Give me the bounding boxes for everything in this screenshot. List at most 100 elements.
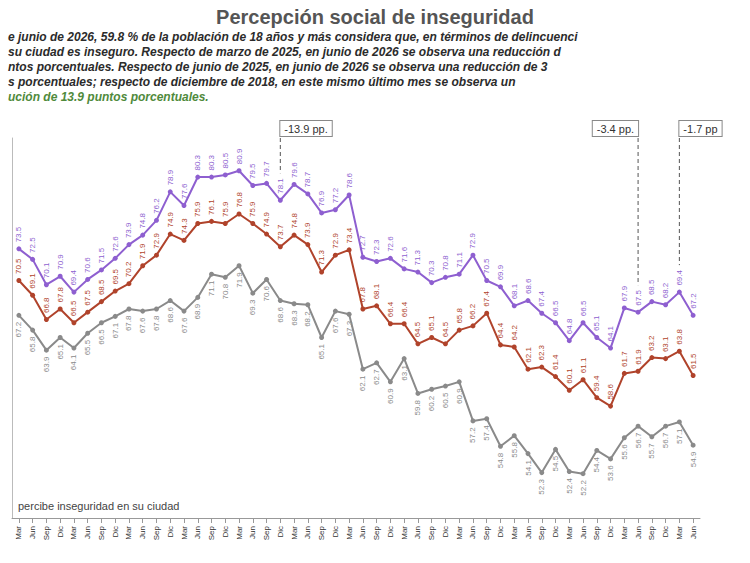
svg-text:Mar: Mar [290, 526, 299, 540]
svg-text:70.8: 70.8 [441, 255, 450, 271]
svg-text:69.9: 69.9 [496, 264, 505, 280]
svg-text:67.4: 67.4 [537, 291, 546, 307]
svg-text:59.4: 59.4 [592, 375, 601, 391]
svg-text:74.3: 74.3 [180, 218, 189, 234]
svg-text:63.9: 63.9 [42, 356, 51, 372]
svg-text:Dic: Dic [331, 526, 340, 538]
svg-text:67.2: 67.2 [689, 293, 698, 309]
svg-text:74.9: 74.9 [166, 211, 175, 227]
svg-text:Jun: Jun [413, 526, 422, 539]
svg-text:61.9: 61.9 [634, 349, 643, 365]
svg-text:66.4: 66.4 [400, 301, 409, 317]
svg-text:68.6: 68.6 [524, 278, 533, 294]
svg-text:67.6: 67.6 [331, 317, 340, 333]
svg-text:Dic: Dic [551, 526, 560, 538]
svg-text:Sep: Sep [592, 525, 601, 540]
svg-text:61.7: 61.7 [620, 351, 629, 367]
svg-text:76.9: 76.9 [317, 190, 326, 206]
svg-text:60.9: 60.9 [386, 388, 395, 404]
svg-text:Sep: Sep [42, 525, 51, 540]
svg-text:Dic: Dic [661, 526, 670, 538]
svg-text:80.3: 80.3 [193, 154, 202, 170]
svg-text:72.6: 72.6 [386, 236, 395, 252]
svg-text:70.1: 70.1 [42, 262, 51, 278]
svg-text:Dic: Dic [56, 526, 65, 538]
svg-text:Dic: Dic [111, 526, 120, 538]
svg-text:67.6: 67.6 [138, 317, 147, 333]
svg-text:78.7: 78.7 [303, 171, 312, 187]
svg-text:63.1: 63.1 [661, 336, 670, 352]
svg-text:69.4: 69.4 [675, 269, 684, 285]
svg-text:70.2: 70.2 [124, 261, 133, 277]
svg-text:Mar: Mar [345, 526, 354, 540]
svg-text:76.2: 76.2 [152, 198, 161, 214]
svg-text:71.9: 71.9 [138, 243, 147, 259]
svg-text:72.7: 72.7 [358, 235, 367, 251]
svg-text:64.8: 64.8 [565, 318, 574, 334]
svg-text:67.5: 67.5 [634, 290, 643, 306]
svg-text:60.9: 60.9 [455, 388, 464, 404]
svg-text:68.9: 68.9 [193, 303, 202, 319]
svg-text:67.2: 67.2 [14, 321, 23, 337]
svg-text:65.1: 65.1 [427, 315, 436, 331]
svg-text:73.9: 73.9 [124, 222, 133, 238]
svg-text:70.5: 70.5 [14, 258, 23, 274]
svg-text:68.1: 68.1 [372, 283, 381, 299]
svg-text:52.2: 52.2 [579, 480, 588, 496]
svg-text:57.1: 57.1 [675, 428, 684, 444]
svg-text:79.6: 79.6 [290, 162, 299, 178]
svg-text:66.5: 66.5 [551, 300, 560, 316]
svg-text:66.8: 66.8 [42, 297, 51, 313]
svg-text:71.3: 71.3 [413, 249, 422, 265]
svg-text:72.9: 72.9 [468, 233, 477, 249]
svg-text:Jun: Jun [579, 526, 588, 539]
svg-text:67.6: 67.6 [180, 317, 189, 333]
svg-text:67.4: 67.4 [482, 291, 491, 307]
svg-text:54.9: 54.9 [689, 451, 698, 467]
svg-text:Dic: Dic [386, 526, 395, 538]
svg-text:72.9: 72.9 [331, 233, 340, 249]
svg-text:71.1: 71.1 [207, 280, 216, 296]
svg-text:69.3: 69.3 [248, 299, 257, 315]
svg-text:69.4: 69.4 [69, 269, 78, 285]
svg-text:Jun: Jun [28, 526, 37, 539]
svg-text:71.3: 71.3 [317, 249, 326, 265]
svg-text:58.6: 58.6 [606, 383, 615, 399]
svg-text:67.3: 67.3 [345, 320, 354, 336]
svg-text:Sep: Sep [317, 525, 326, 540]
svg-text:70.3: 70.3 [427, 260, 436, 276]
svg-text:75.9: 75.9 [221, 201, 230, 217]
svg-text:Mar: Mar [620, 526, 629, 540]
svg-text:63.2: 63.2 [647, 335, 656, 351]
svg-text:64.1: 64.1 [69, 354, 78, 370]
svg-text:68.3: 68.3 [290, 310, 299, 326]
svg-text:74.8: 74.8 [290, 212, 299, 228]
svg-text:62.7: 62.7 [372, 369, 381, 385]
svg-text:65.5: 65.5 [83, 339, 92, 355]
svg-text:63.1: 63.1 [400, 365, 409, 381]
svg-text:70.5: 70.5 [482, 258, 491, 274]
svg-text:Dic: Dic [276, 526, 285, 538]
svg-text:Jun: Jun [468, 526, 477, 539]
svg-text:Jun: Jun [83, 526, 92, 539]
svg-text:Sep: Sep [152, 525, 161, 540]
svg-text:55.7: 55.7 [647, 443, 656, 459]
svg-text:76.1: 76.1 [207, 199, 216, 215]
svg-text:Jun: Jun [248, 526, 257, 539]
svg-text:percibe inseguridad en su ciud: percibe inseguridad en su ciudad [18, 500, 179, 512]
svg-text:64.1: 64.1 [606, 325, 615, 341]
svg-text:66.4: 66.4 [386, 301, 395, 317]
svg-text:Jun: Jun [358, 526, 367, 539]
svg-text:72.3: 72.3 [372, 239, 381, 255]
svg-text:-13.9 pp.: -13.9 pp. [284, 123, 327, 135]
svg-text:80.5: 80.5 [221, 152, 230, 168]
svg-text:66.2: 66.2 [468, 303, 477, 319]
svg-text:69.5: 69.5 [111, 268, 120, 284]
svg-text:57.2: 57.2 [468, 427, 477, 443]
svg-text:60.5: 60.5 [441, 392, 450, 408]
svg-text:70.6: 70.6 [262, 285, 271, 301]
svg-text:Mar: Mar [675, 526, 684, 540]
svg-text:59.8: 59.8 [413, 399, 422, 415]
svg-text:52.4: 52.4 [565, 478, 574, 494]
svg-text:64.5: 64.5 [441, 321, 450, 337]
